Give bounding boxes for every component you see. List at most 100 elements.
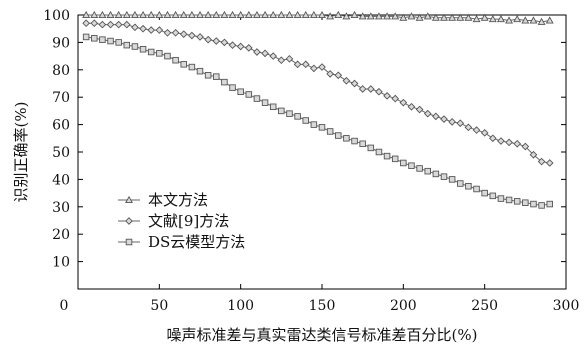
data-point [530, 200, 537, 208]
y-tick-label: 70 [52, 90, 70, 106]
data-point [155, 10, 164, 19]
data-point [147, 48, 155, 56]
y-axis-label: 识别正确率(%) [12, 102, 30, 203]
data-point [293, 10, 302, 19]
x-tick-label: 50 [150, 298, 168, 314]
data-point [375, 87, 383, 96]
data-point [546, 200, 553, 208]
data-point [253, 48, 261, 56]
data-point [350, 10, 359, 19]
data-point [480, 128, 489, 137]
data-point [139, 24, 147, 33]
data-point [228, 41, 237, 49]
data-point [424, 167, 431, 175]
data-point [448, 13, 457, 21]
legend-item: DS云模型方法 [118, 233, 245, 251]
data-point [480, 13, 489, 21]
data-point [204, 72, 212, 79]
data-point [155, 26, 164, 34]
data-point [545, 159, 554, 167]
data-point [326, 12, 335, 20]
data-point [91, 35, 98, 42]
data-point [122, 10, 131, 19]
data-point [326, 70, 334, 78]
data-point [236, 42, 245, 51]
data-point [131, 43, 139, 50]
data-point [310, 64, 318, 73]
data-point [342, 76, 351, 85]
data-point [139, 46, 147, 53]
data-point [399, 98, 408, 107]
data-point [196, 33, 204, 41]
data-point [253, 95, 261, 102]
data-point [537, 17, 546, 25]
series-2 [82, 19, 554, 167]
series-line [86, 14, 550, 23]
data-point [489, 192, 497, 200]
data-point [431, 13, 440, 21]
data-point [204, 35, 212, 44]
series-3 [82, 33, 553, 209]
data-point [521, 142, 530, 151]
x-axis-label: 噪声标准差与真实雷达类信号标准差百分比(%) [167, 326, 478, 344]
x-tick-label: 250 [471, 298, 498, 314]
data-point [513, 14, 522, 23]
y-tick-label: 40 [52, 172, 70, 188]
data-point [301, 10, 310, 19]
data-point [488, 134, 497, 143]
data-point [171, 28, 180, 37]
data-point [171, 10, 180, 19]
data-point [383, 152, 391, 160]
data-point [286, 110, 293, 117]
data-point [391, 94, 400, 103]
data-point [156, 50, 163, 57]
data-point [464, 123, 473, 132]
x-tick-label: 0 [60, 298, 69, 314]
data-point [488, 14, 497, 23]
legend-label: 文献[9]方法 [148, 212, 229, 230]
y-tick-label: 80 [52, 63, 70, 79]
data-point [164, 52, 171, 60]
data-point [440, 13, 448, 21]
data-point [310, 121, 318, 128]
data-point [261, 99, 269, 106]
data-point [358, 12, 367, 20]
y-tick-label: 20 [52, 227, 70, 243]
data-point [301, 60, 310, 69]
x-tick-label: 300 [553, 298, 580, 314]
data-point [285, 55, 294, 63]
data-point [513, 198, 521, 205]
data-point [180, 61, 187, 68]
data-point [334, 10, 343, 19]
data-point [212, 37, 221, 45]
data-point [98, 20, 107, 29]
data-point [358, 85, 367, 93]
data-point [399, 13, 408, 21]
legend-label: DS云模型方法 [148, 233, 245, 251]
data-point [415, 105, 424, 114]
data-point [334, 71, 343, 80]
data-point [318, 124, 326, 131]
data-point [309, 10, 318, 19]
data-point [220, 38, 229, 47]
data-point [383, 12, 392, 20]
data-point [432, 170, 440, 178]
data-point [391, 155, 399, 163]
data-point [366, 12, 375, 20]
data-point [367, 144, 375, 152]
data-point [400, 159, 407, 167]
data-point [179, 30, 188, 39]
data-point [147, 10, 156, 19]
data-point [196, 67, 204, 75]
data-point [172, 56, 179, 64]
data-point [106, 10, 115, 19]
data-point [350, 79, 359, 88]
data-point [147, 26, 156, 34]
data-point [335, 132, 342, 139]
data-point [505, 138, 513, 147]
data-point [545, 16, 554, 24]
legend-item: 本文方法 [118, 191, 208, 209]
data-point [90, 10, 99, 19]
